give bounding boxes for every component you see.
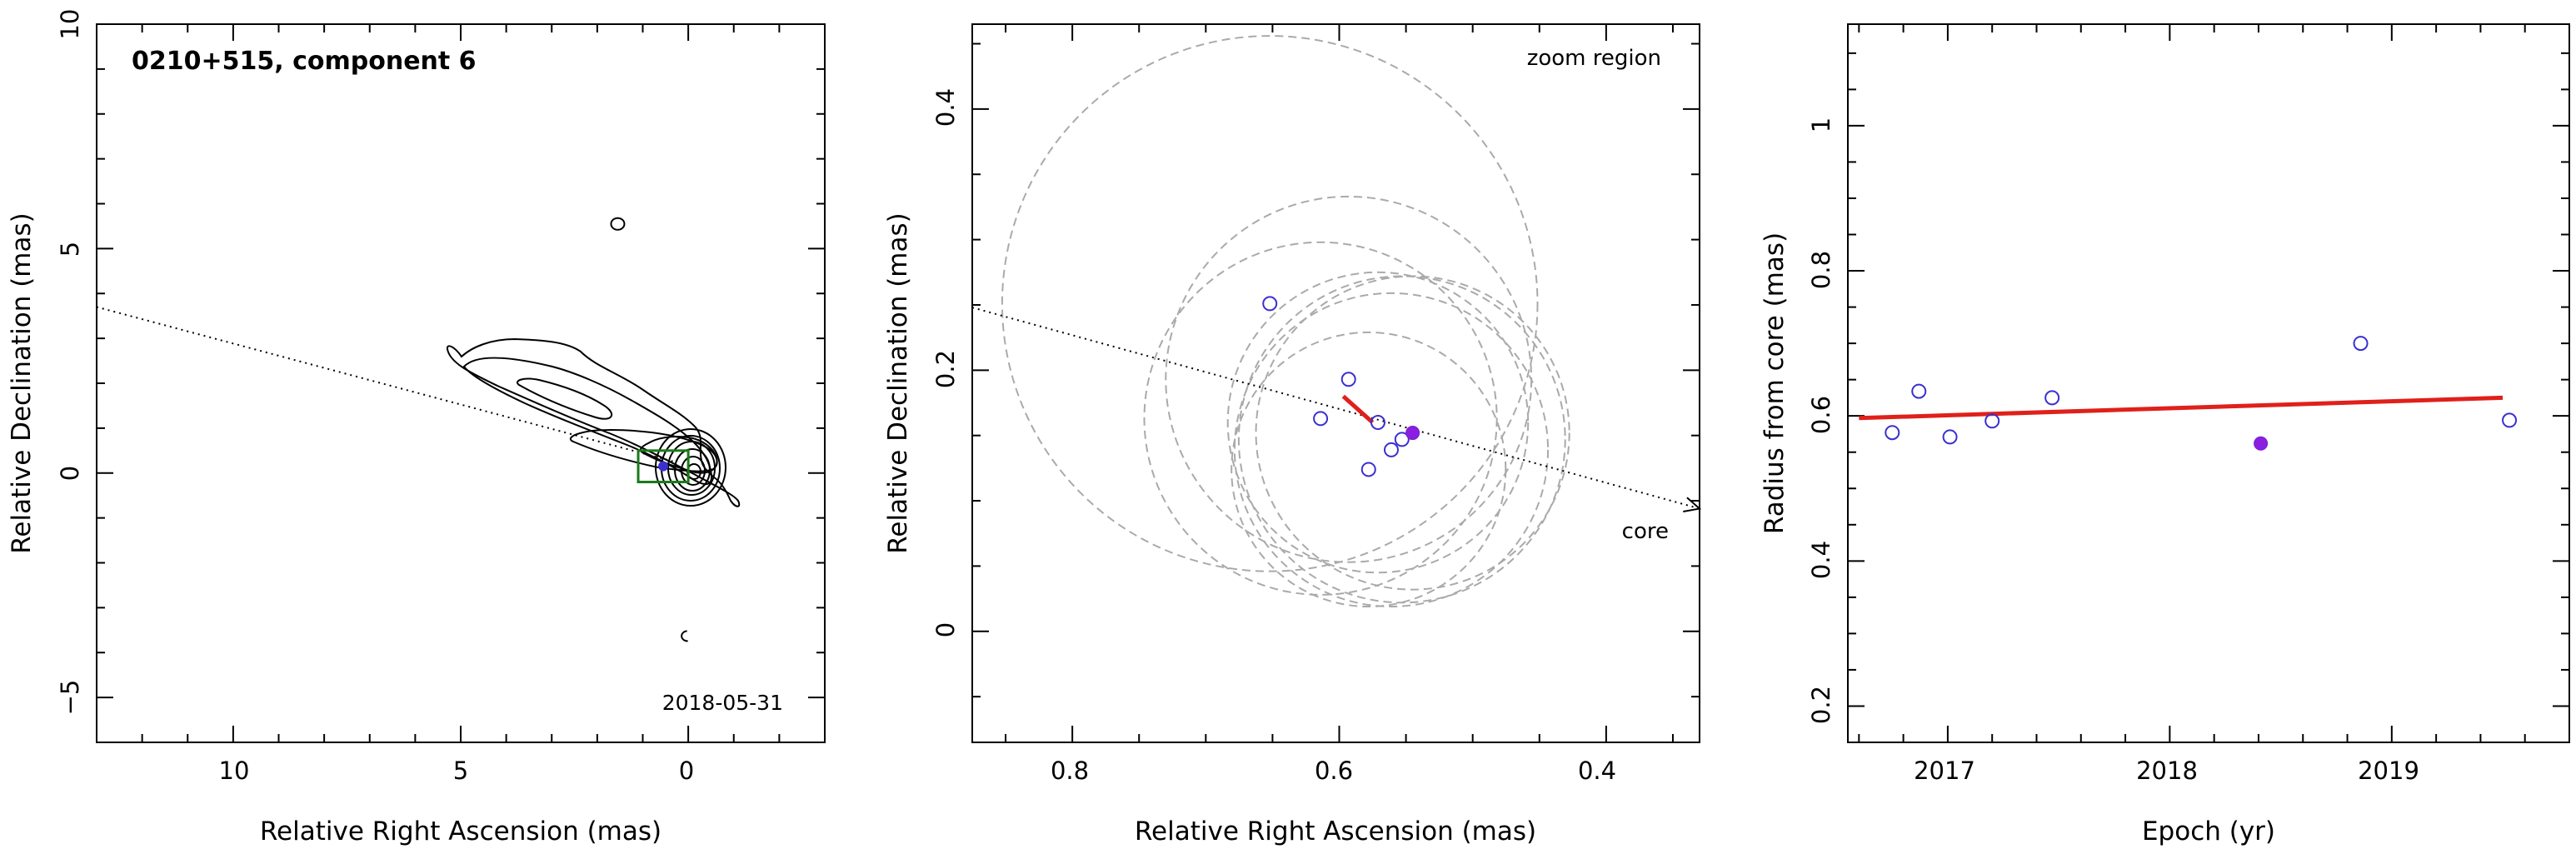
uncertainty-circle — [1255, 275, 1570, 591]
x-tick-label: 2018 — [2136, 757, 2198, 785]
small-contour — [610, 217, 626, 231]
y-tick-label: 0.4 — [931, 88, 960, 127]
core-annotation: core — [1622, 519, 1669, 544]
y-tick-label: −5 — [56, 680, 84, 716]
plot-frame — [971, 23, 1700, 743]
panel-title: 0210+515, component 6 — [132, 47, 477, 76]
x-axis-label: Relative Right Ascension (mas) — [1135, 817, 1536, 847]
uncertainty-circle — [1165, 195, 1533, 563]
y-tick-label: 0 — [931, 622, 960, 637]
uncertainty-circle — [1226, 271, 1530, 574]
panel-title: zoom region — [1527, 46, 1661, 71]
contour-3 — [517, 377, 613, 420]
y-tick-label: 10 — [56, 9, 84, 40]
open-point — [1262, 296, 1278, 312]
contour-10 — [681, 456, 706, 486]
contour-1 — [446, 337, 741, 507]
radius-vs-epoch-panel: 2017 2018 2019 1 0.8 0.6 0.4 0.2 Epoch (… — [1760, 23, 2570, 847]
plot-frame — [96, 23, 826, 743]
date-label: 2018-05-31 — [662, 691, 783, 715]
component-positions — [1262, 296, 1420, 477]
y-tick-label: 0.8 — [1807, 251, 1835, 289]
direction-line — [96, 306, 675, 463]
fit-segment — [1341, 394, 1375, 424]
core-arrowhead — [1683, 497, 1702, 513]
radius-points — [1885, 336, 2518, 451]
component-box — [637, 449, 690, 484]
y-tick-label: 1 — [1807, 117, 1835, 132]
zoom-region-panel: 0.8 0.6 0.4 0.4 0.2 0 Relative Right Asc… — [883, 23, 1702, 847]
tick-marks — [972, 24, 1700, 742]
contour-5 — [639, 435, 718, 474]
small-contour — [681, 630, 688, 642]
y-tick-label: 5 — [56, 242, 84, 257]
y-axis-label: Relative Declination (mas) — [883, 212, 913, 554]
open-point — [1360, 462, 1376, 477]
radio-contours — [446, 337, 741, 507]
x-tick-label: 5 — [453, 757, 468, 785]
open-point — [1394, 432, 1410, 447]
tick-labels: 10 5 0 10 5 0 −5 — [56, 9, 694, 785]
open-point — [1370, 415, 1385, 431]
y-tick-label: 0.2 — [931, 350, 960, 388]
position-uncertainty-circles — [1001, 35, 1570, 608]
component-marker — [637, 449, 690, 484]
contour-9 — [674, 448, 711, 492]
x-tick-label: 2017 — [1914, 757, 1975, 785]
small-features — [610, 217, 688, 642]
y-tick-label: 0.4 — [1807, 541, 1835, 579]
open-point — [1340, 372, 1356, 387]
filled-point — [2254, 436, 2269, 451]
x-tick-label: 10 — [219, 757, 250, 785]
open-point — [1984, 413, 2000, 429]
open-point — [1911, 383, 1927, 399]
open-point — [1885, 425, 1900, 441]
x-tick-label: 0.6 — [1315, 757, 1353, 785]
uncertainty-circle — [1233, 292, 1550, 608]
contour-2 — [462, 357, 713, 486]
contour-6 — [655, 428, 726, 507]
x-tick-label: 2019 — [2358, 757, 2419, 785]
x-axis-label: Relative Right Ascension (mas) — [260, 817, 661, 847]
open-point — [1383, 442, 1399, 457]
open-point — [1313, 411, 1329, 427]
component-point — [658, 461, 669, 472]
plot-frame — [1847, 23, 2570, 743]
contour-map-panel: 10 5 0 10 5 0 −5 Relative Right Ascensio… — [7, 9, 826, 847]
direction-line — [971, 307, 1700, 510]
fit-line — [1859, 395, 2504, 421]
y-tick-label: 0.6 — [1807, 396, 1835, 434]
uncertainty-circle — [1231, 331, 1507, 608]
x-tick-label: 0.8 — [1051, 757, 1089, 785]
open-point — [2353, 336, 2369, 352]
x-tick-label: 0.4 — [1578, 757, 1616, 785]
uncertainty-circle — [1143, 241, 1498, 596]
uncertainty-circle — [1001, 35, 1539, 572]
open-point — [2044, 390, 2060, 406]
open-point — [2502, 412, 2518, 428]
tick-marks — [96, 23, 826, 743]
y-tick-label: 0 — [56, 466, 84, 481]
y-axis-label: Radius from core (mas) — [1760, 232, 1790, 534]
y-axis-label: Relative Declination (mas) — [7, 212, 37, 554]
y-tick-label: 0.2 — [1807, 686, 1835, 724]
uncertainty-circle — [1237, 275, 1566, 604]
x-axis-label: Epoch (yr) — [2142, 817, 2275, 847]
tick-marks — [1848, 24, 2570, 743]
open-point — [1942, 429, 1958, 445]
x-tick-label: 0 — [679, 757, 694, 785]
contour-8 — [667, 441, 716, 496]
filled-point — [1405, 426, 1420, 441]
